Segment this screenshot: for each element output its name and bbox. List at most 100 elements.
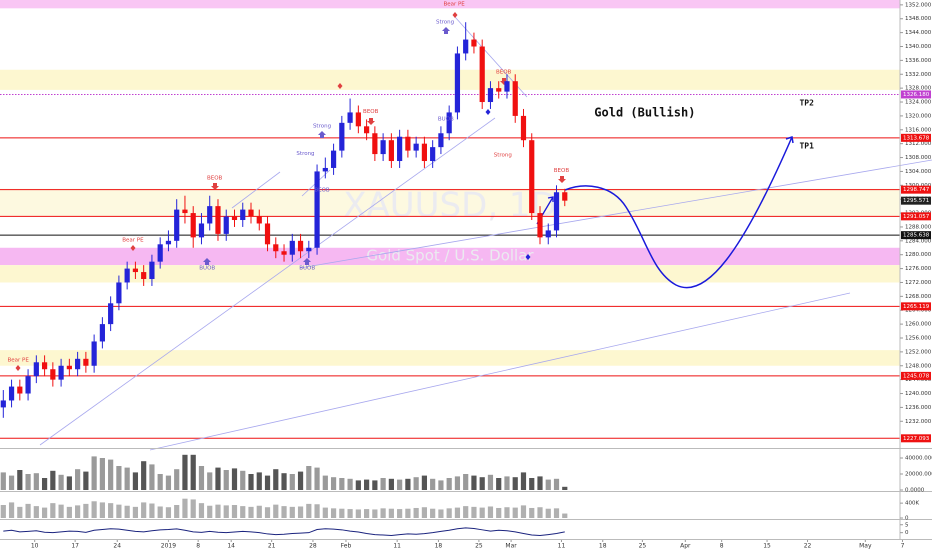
indicator-bar xyxy=(198,503,205,518)
projection-curve xyxy=(564,136,794,289)
x-tick-label: 2019 xyxy=(161,543,176,550)
candle-body xyxy=(8,386,15,401)
indicator-bar xyxy=(116,504,122,518)
indicator-bar xyxy=(8,502,15,518)
x-tick-label: Apr xyxy=(680,543,691,550)
y-tick-label: 1256.000 xyxy=(905,335,932,341)
price-label: 1245.078 xyxy=(903,373,930,379)
volume-bar xyxy=(520,472,527,490)
volume-bar xyxy=(99,458,105,490)
y-tick-label: 1248.000 xyxy=(905,363,932,369)
marker xyxy=(452,12,458,18)
candle-body xyxy=(215,206,221,234)
candle-body xyxy=(116,282,122,304)
y-tick-label: 400K xyxy=(905,501,919,507)
zone xyxy=(0,350,900,366)
y-tick-label: 1320.000 xyxy=(905,113,932,119)
volume-bar xyxy=(347,478,353,490)
y-tick-label: 1312.000 xyxy=(905,141,932,147)
indicator-bar xyxy=(33,506,39,518)
volume-bar xyxy=(157,474,163,490)
indicator-bar xyxy=(281,506,287,518)
indicator-bar xyxy=(99,502,105,518)
y-tick-label: 5 xyxy=(905,522,909,528)
y-tick-label: 1288.000 xyxy=(905,224,932,230)
volume-bar xyxy=(198,466,205,490)
indicator-bar xyxy=(165,507,172,518)
indicator-bar xyxy=(207,505,213,518)
marker xyxy=(211,183,219,190)
volume-bar xyxy=(289,474,295,490)
volume-bar xyxy=(322,475,328,490)
signal-label: BUOB xyxy=(299,265,315,271)
volume-bar xyxy=(50,470,56,490)
indicator-bar xyxy=(66,506,72,518)
y-tick-label: 40000.000 xyxy=(905,456,932,462)
candle-body xyxy=(438,133,444,148)
candle-body xyxy=(273,244,279,252)
volume-bar xyxy=(165,475,172,490)
x-tick-label: 22 xyxy=(804,543,812,550)
price-label: 1326.180 xyxy=(903,92,930,98)
x-tick-label: 18 xyxy=(599,543,607,550)
y-tick-label: 1352.000 xyxy=(905,2,932,8)
y-tick-label: 1244.000 xyxy=(905,377,932,383)
zones xyxy=(0,0,900,366)
x-tick-label: Mar xyxy=(505,543,517,550)
indicator-bar xyxy=(355,509,361,518)
indicator-bar xyxy=(174,505,180,518)
y-tick-label: 1264.000 xyxy=(905,308,932,314)
indicator-bar xyxy=(58,504,64,518)
volume-bar xyxy=(380,478,386,490)
y-tick-label: 1232.000 xyxy=(905,419,932,425)
indicator-bar xyxy=(463,506,469,518)
indicator-bar xyxy=(545,508,551,518)
indicator-bar xyxy=(182,498,188,518)
price-label-box xyxy=(901,90,931,99)
y-tick-label: 1284.000 xyxy=(905,238,932,244)
candle-body xyxy=(149,261,155,280)
candle-body xyxy=(297,240,304,252)
signal-label: BEOB xyxy=(363,109,379,115)
volume-bar xyxy=(512,477,518,490)
marker xyxy=(442,27,450,34)
volume-bar xyxy=(355,480,361,490)
volume-bar xyxy=(504,476,510,490)
marker xyxy=(558,176,566,183)
candle-body xyxy=(141,272,147,280)
candle-body xyxy=(198,223,205,238)
last-price-box xyxy=(901,196,931,205)
indicator-bar xyxy=(388,508,394,518)
x-tick-label: 14 xyxy=(227,543,235,550)
volume-bar xyxy=(91,456,97,490)
candle-body xyxy=(487,88,494,103)
signal-label: BUOB xyxy=(199,265,215,271)
y-tick-label: 1268.000 xyxy=(905,294,932,300)
oscillator-line xyxy=(3,527,565,537)
volume-bar xyxy=(264,475,271,490)
trend-line xyxy=(149,292,851,451)
drawings xyxy=(39,16,932,451)
signal-label: BEOB xyxy=(207,176,223,182)
watermark: XAUUSD, 1D xyxy=(343,186,557,226)
marker xyxy=(367,118,375,125)
candle-body xyxy=(372,133,378,155)
price-label: 1313.678 xyxy=(903,135,930,141)
volume-bar xyxy=(471,475,477,490)
volume-bar xyxy=(0,472,6,490)
candle-body xyxy=(264,223,271,245)
price-lines xyxy=(0,93,900,439)
marker xyxy=(15,365,21,371)
candle-body xyxy=(207,206,213,224)
indicator-bar xyxy=(504,507,510,518)
signal-label: Strong xyxy=(313,123,331,129)
marker xyxy=(337,83,343,89)
volume-bar xyxy=(330,477,337,490)
volume-bar xyxy=(132,472,139,490)
x-tick-label: 24 xyxy=(113,543,121,550)
chart-label: Gold (Bullish) xyxy=(594,106,695,120)
indicator-bar xyxy=(512,507,518,518)
indicator-bar xyxy=(405,508,411,518)
candle-body xyxy=(322,167,328,172)
